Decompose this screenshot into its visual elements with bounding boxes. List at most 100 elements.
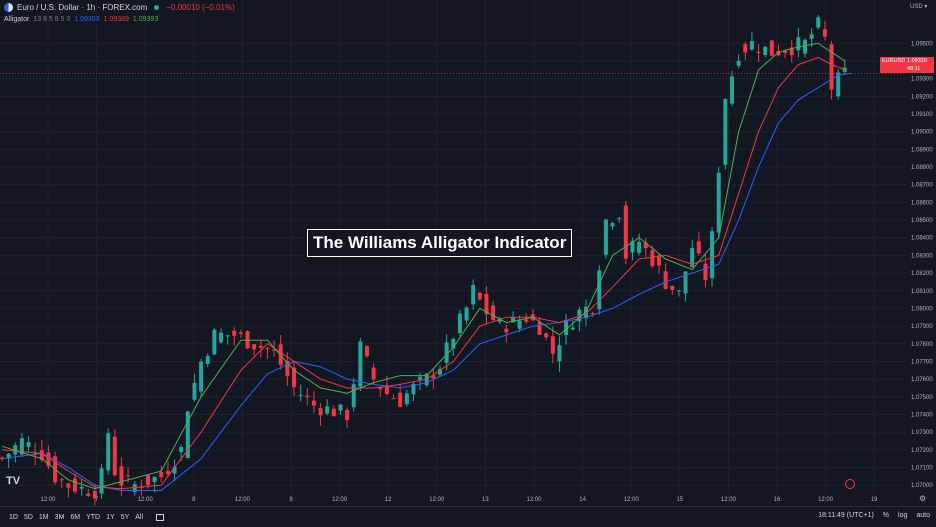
candle-body [99, 468, 104, 494]
y-tick-label: 1.08900 [911, 147, 933, 153]
candle-body [524, 319, 529, 322]
candle-body [696, 241, 701, 254]
candle-body [444, 342, 449, 363]
log-toggle[interactable]: log [898, 512, 908, 519]
last-price-tag: EURUSD 1.09330 48:11 [880, 57, 934, 73]
candle-body [119, 466, 124, 486]
candle-body [610, 223, 615, 227]
indicator-params: 13 8 5 8 5 3 [33, 16, 71, 23]
candle-body [796, 37, 801, 51]
candle-body [165, 471, 170, 475]
auto-toggle[interactable]: auto [916, 512, 930, 519]
x-tick-label: 19 [871, 497, 878, 503]
price-change: −0.00010 (−0.01%) [166, 3, 235, 12]
candle-body [643, 242, 648, 249]
candle-body [464, 307, 469, 321]
chart-annotation: The Williams Alligator Indicator [307, 229, 573, 257]
candle-body [723, 99, 728, 165]
compare-icon[interactable] [845, 479, 855, 489]
timeframe-list: 1D 5D 1M 3M 6M YTD 1Y 5Y All [0, 514, 146, 521]
alligator-teeth-line [1, 56, 845, 490]
indicator-legend[interactable]: Alligator 13 8 5 8 5 3 1.09303 1.09389 1… [4, 16, 158, 23]
candle-body [637, 241, 642, 253]
market-open-icon [154, 5, 160, 10]
bottom-toolbar: 1D 5D 1M 3M 6M YTD 1Y 5Y All 18:11:49 (UTC+1) % … [0, 506, 936, 527]
candle-body [378, 387, 383, 390]
euro-flag-icon [4, 3, 13, 12]
gear-icon[interactable]: ⚙ [919, 494, 927, 503]
candle-body [384, 385, 389, 395]
candle-body [736, 60, 741, 66]
candle-body [690, 247, 695, 267]
candle-body [305, 395, 310, 398]
candle-body [318, 407, 323, 416]
x-tick-label: 9 [289, 497, 293, 503]
candle-body [730, 76, 734, 104]
candle-body [710, 231, 715, 279]
candle-body [537, 321, 542, 335]
timeframe-6m[interactable]: 6M [70, 513, 81, 521]
candle-body [86, 493, 91, 497]
y-tick-label: 1.08800 [911, 165, 933, 171]
candle-body [338, 404, 343, 411]
x-tick-label: 13 [482, 497, 489, 503]
x-tick-label: 14 [579, 497, 586, 503]
timeframe-all[interactable]: All [135, 513, 144, 521]
candle-body [139, 487, 144, 489]
bottom-right-tools: 18:11:49 (UTC+1) % log auto [818, 512, 930, 519]
price-tag-symbol: EURUSD [882, 57, 906, 65]
candle-body [404, 393, 409, 405]
y-tick-label: 1.09000 [911, 130, 933, 136]
calendar-icon[interactable] [156, 513, 165, 521]
y-tick-label: 1.08000 [911, 306, 933, 312]
x-tick-label: 7 [95, 497, 99, 503]
candle-body [26, 442, 31, 448]
x-tick-label: 12:00 [332, 497, 348, 503]
candle-body [756, 51, 761, 53]
candle-body [743, 44, 748, 53]
symbol-title[interactable]: Euro / U.S. Dollar · 1h · FOREX.com [17, 3, 148, 12]
candle-body [272, 349, 277, 351]
alligator-lips-line [1, 42, 846, 490]
candle-body [670, 285, 675, 290]
timeframe-3m[interactable]: 3M [54, 513, 65, 521]
timeframe-ytd[interactable]: YTD [86, 513, 101, 521]
y-tick-label: 1.08500 [911, 218, 933, 224]
candle-body [132, 484, 137, 492]
y-tick-label: 1.07500 [911, 395, 933, 401]
candle-body [285, 360, 290, 377]
currency-label: USD [910, 4, 923, 10]
candle-body [769, 40, 774, 56]
candle-body [46, 452, 51, 467]
timeframe-1y[interactable]: 1Y [106, 513, 115, 521]
candle-body [491, 305, 496, 320]
clock-time[interactable]: 18:11:49 (UTC+1) [818, 512, 874, 519]
y-tick-label: 1.08400 [911, 236, 933, 242]
candle-body [185, 411, 190, 458]
y-tick-label: 1.07300 [911, 430, 933, 436]
candle-body [311, 400, 316, 406]
jaw-value: 1.09303 [74, 16, 100, 23]
candle-body [265, 348, 270, 350]
candle-body [212, 329, 217, 355]
timeframe-5d[interactable]: 5D [23, 513, 33, 521]
candle-body [252, 344, 257, 350]
timeframe-5y[interactable]: 5Y [120, 513, 130, 521]
candle-body [438, 368, 442, 375]
candle-body [836, 72, 841, 97]
candle-body [238, 332, 243, 335]
timeframe-1m[interactable]: 1M [38, 513, 49, 521]
x-tick-label: 12:00 [624, 497, 640, 503]
candle-body [517, 320, 522, 329]
candle-body [703, 263, 708, 281]
percent-toggle[interactable]: % [882, 512, 890, 519]
currency-selector[interactable]: USD ▾ [910, 4, 928, 10]
candle-body [617, 218, 622, 220]
timeframe-1d[interactable]: 1D [9, 513, 18, 521]
candle-body [292, 367, 296, 388]
candle-body [564, 319, 569, 335]
tradingview-logo-icon[interactable]: TV [6, 475, 21, 487]
candle-body [92, 491, 97, 499]
candle-body [112, 436, 117, 476]
